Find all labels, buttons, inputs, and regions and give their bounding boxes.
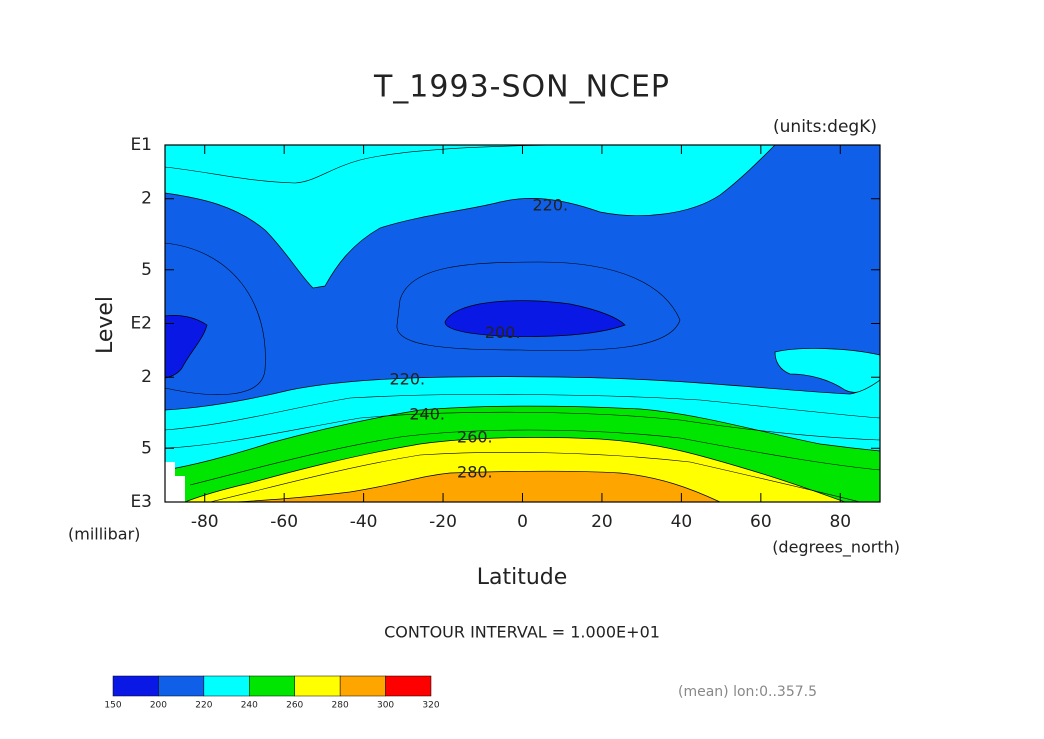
contour-label: 280.: [457, 463, 493, 482]
units-label: (units:degK): [773, 117, 877, 137]
y-tick-label: E3: [130, 492, 152, 512]
contour-label: 260.: [457, 428, 493, 447]
x-axis-label: Latitude: [477, 565, 568, 590]
x-tick-label: 80: [829, 512, 851, 532]
colorbar-swatch: [203, 675, 250, 697]
y-tick-label: E1: [130, 135, 152, 155]
colorbar-swatch: [339, 675, 386, 697]
colorbar-swatch: [385, 675, 432, 697]
x-tick-label: -20: [429, 512, 457, 532]
colorbar-label: 320: [422, 701, 439, 711]
contour-line: [165, 411, 880, 449]
y-tick-label: 2: [141, 189, 152, 209]
contour-line: [209, 452, 861, 502]
y-tick-label: 5: [141, 260, 152, 280]
contour-line: [396, 261, 681, 351]
x-tick-label: 20: [591, 512, 613, 532]
colorbar-label: 260: [286, 701, 303, 711]
colorbar-swatch: [249, 675, 295, 697]
y-axis-label: Level: [93, 296, 118, 354]
colorbar-label: 220: [195, 701, 212, 711]
y-tick-label: 2: [141, 367, 152, 387]
colorbar-label: 280: [332, 701, 349, 711]
missing-data: [165, 462, 185, 502]
contour-lines: [165, 145, 880, 502]
x-tick-label: -40: [350, 512, 378, 532]
y-units: (millibar): [68, 525, 140, 544]
x-tick-label: 60: [750, 512, 772, 532]
colorbar-swatch: [294, 675, 341, 697]
y-tick-label: E2: [130, 314, 152, 334]
footnote: (mean) lon:0..357.5: [678, 684, 817, 700]
contour-band: [234, 470, 721, 502]
contour-label: 220.: [532, 196, 568, 215]
chart-title: T_1993-SON_NCEP: [373, 70, 670, 105]
contour-fill: [165, 145, 880, 502]
contour-line: [165, 242, 266, 395]
contour-band: [444, 300, 626, 337]
contour-band: [165, 315, 208, 379]
contour-line: [189, 429, 880, 486]
contour-band: [165, 145, 776, 289]
plot-frame: [164, 144, 881, 503]
colorbar-label: 240: [241, 701, 258, 711]
x-units: (degrees_north): [772, 538, 900, 558]
contour-label: 240.: [409, 405, 445, 424]
contour-label: 220.: [389, 369, 425, 388]
y-tick-label: 5: [141, 438, 152, 458]
contour-interval: CONTOUR INTERVAL = 1.000E+01: [384, 623, 660, 642]
colorbar-swatch: [158, 675, 205, 697]
x-tick-label: -80: [191, 512, 219, 532]
contour-label: 200.: [485, 323, 521, 342]
x-tick-label: -60: [270, 512, 298, 532]
colorbar-label: 200: [150, 701, 167, 711]
colorbar-label: 300: [377, 701, 394, 711]
contour-band: [774, 348, 880, 393]
colorbar-label: 150: [104, 701, 121, 711]
contour-line: [165, 145, 561, 184]
colorbar-swatch: [112, 675, 159, 697]
x-tick-label: 40: [671, 512, 693, 532]
x-tick-label: 0: [517, 512, 528, 532]
contour-line: [165, 394, 880, 431]
